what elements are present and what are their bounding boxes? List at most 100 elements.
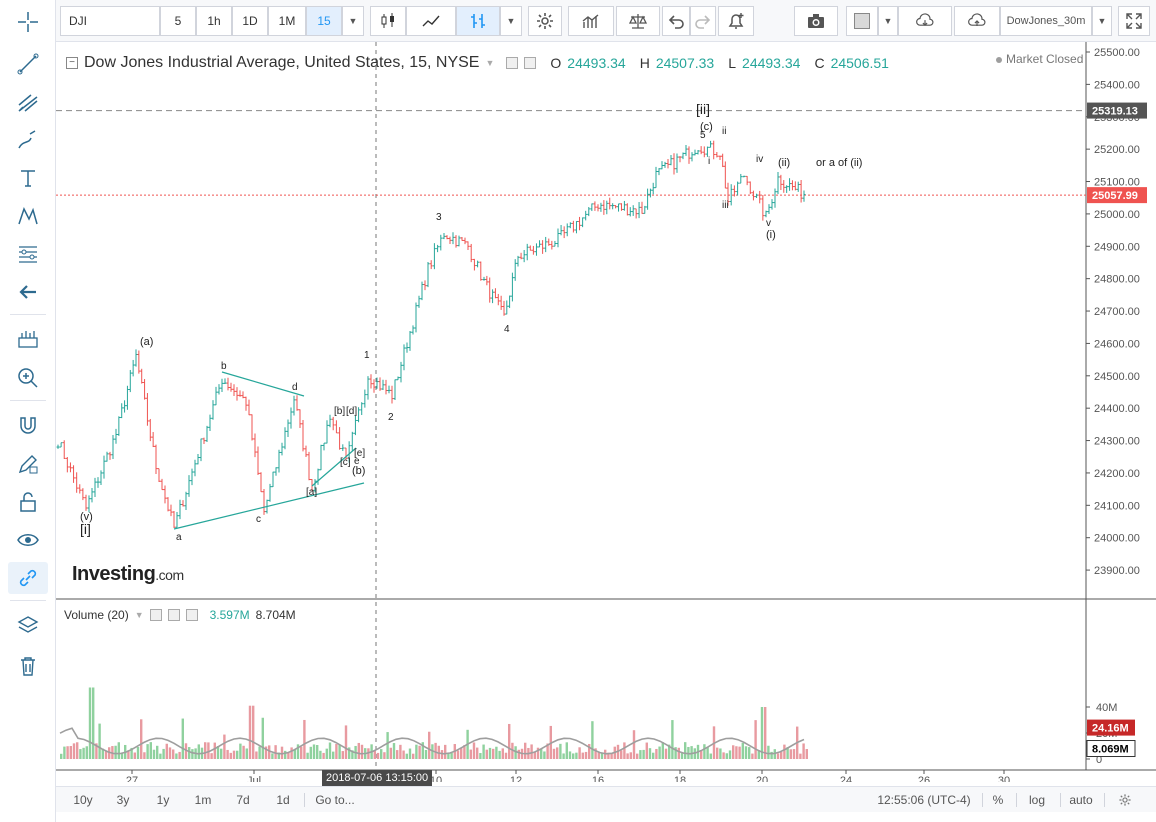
ohlc-bar [628, 207, 632, 217]
eye-toggle-icon[interactable] [149, 609, 162, 621]
redo-button[interactable] [690, 6, 716, 36]
lock-drawing-tool[interactable] [8, 448, 48, 480]
wave-label: [i] [80, 521, 91, 537]
range-1y-button[interactable]: 1y [156, 793, 170, 807]
volume-bar [421, 742, 424, 759]
pitchfork-tool[interactable] [8, 86, 48, 118]
link-tool[interactable] [8, 562, 48, 594]
unlock-tool[interactable] [8, 486, 48, 518]
settings-small-icon[interactable] [524, 57, 537, 69]
percent-scale-button[interactable]: % [992, 793, 1004, 807]
volume-ma-tag: 8.069M [1086, 740, 1136, 758]
volume-bar [728, 750, 732, 759]
volume-bar [562, 753, 565, 759]
range-1m-button[interactable]: 1m [194, 793, 212, 807]
ohlc-bar [502, 300, 506, 316]
zoom-tool[interactable] [8, 362, 48, 394]
area-style-button[interactable] [406, 6, 456, 36]
fib-tool[interactable] [8, 238, 48, 270]
ohlc-bar [87, 495, 91, 513]
undo-button[interactable] [662, 6, 690, 36]
measure-tool[interactable] [8, 324, 48, 356]
layout-dropdown[interactable]: ▼ [1092, 6, 1112, 36]
close-small-icon[interactable] [185, 609, 198, 621]
interval-1m[interactable]: 1M [268, 6, 306, 36]
chart-area[interactable]: 25500.0025400.0025300.0025200.0025100.00… [56, 42, 1156, 786]
volume-bar [511, 742, 514, 759]
ohlc-bar [357, 407, 361, 423]
chart-settings-button[interactable] [1114, 791, 1136, 809]
date-tick-label: 20 [756, 775, 768, 782]
interval-5[interactable]: 5 [160, 6, 196, 36]
range-7d-button[interactable]: 7d [236, 793, 250, 807]
volume-bar [674, 747, 677, 759]
color-dropdown[interactable]: ▼ [878, 6, 898, 36]
interval-15[interactable]: 15 [306, 6, 342, 36]
indicators-button[interactable] [568, 6, 614, 36]
ohlc-bar [262, 488, 266, 515]
visibility-tool[interactable] [8, 524, 48, 556]
chevron-down-icon[interactable]: ▼ [134, 610, 144, 620]
volume-last-tag-text: 24.16M [1092, 723, 1129, 735]
log-scale-button[interactable]: log [1028, 793, 1045, 807]
zoom-in-icon [18, 368, 38, 388]
ohlc-bar [169, 504, 173, 517]
style-dropdown[interactable]: ▼ [500, 6, 522, 36]
save-layout-button[interactable] [954, 6, 1000, 36]
chart-canvas[interactable]: 25500.0025400.0025300.0025200.0025100.00… [56, 42, 1156, 782]
compare-button[interactable] [616, 6, 660, 36]
remove-drawings-tool[interactable] [8, 650, 48, 682]
ohlc-bar [742, 175, 746, 178]
settings-small-icon[interactable] [167, 609, 180, 621]
volume-bar [220, 748, 223, 759]
fullscreen-button[interactable] [1118, 6, 1150, 36]
back-tool[interactable] [8, 276, 48, 308]
volume-bar [168, 747, 172, 759]
color-picker-button[interactable] [846, 6, 878, 36]
ohlc-bar [214, 386, 218, 406]
crosshair-tool[interactable] [8, 6, 48, 38]
interval-dropdown[interactable]: ▼ [342, 6, 364, 36]
alert-button[interactable] [718, 6, 754, 36]
timezone-label[interactable]: 12:55:06 (UTC-4) [877, 793, 971, 807]
interval-1h[interactable]: 1h [196, 6, 232, 36]
volume-bar [188, 747, 191, 759]
ohlc-bar [672, 153, 676, 175]
magnet-tool[interactable] [8, 410, 48, 442]
wave-label: (ii) [778, 157, 790, 169]
range-1d-button[interactable]: 1d [276, 793, 290, 807]
ohlc-bar [675, 153, 679, 173]
goto-date-button[interactable]: Go to... [315, 793, 355, 807]
ohlc-bar [160, 478, 164, 491]
ohlc-bar [178, 499, 182, 520]
ohlc-bar [508, 295, 512, 309]
eye-toggle-icon[interactable] [506, 57, 519, 69]
ohlc-bar [108, 451, 112, 460]
candles-style-button[interactable] [370, 6, 406, 36]
interval-1d[interactable]: 1D [232, 6, 268, 36]
range-3y-button[interactable]: 3y [116, 793, 130, 807]
volume-bar [661, 742, 664, 759]
plot-background [56, 42, 1086, 782]
pattern-tool[interactable] [8, 200, 48, 232]
collapse-icon[interactable]: − [66, 57, 78, 69]
chevron-down-icon[interactable]: ▼ [485, 58, 495, 68]
settings-button[interactable] [528, 6, 562, 36]
volume-bar [338, 744, 341, 759]
auto-scale-button[interactable]: auto [1069, 793, 1093, 807]
layout-name-button[interactable]: DowJones_30m [1000, 6, 1092, 36]
ohlc-bar [289, 407, 293, 429]
load-layout-button[interactable] [898, 6, 952, 36]
snapshot-button[interactable] [794, 6, 838, 36]
volume-bar [485, 749, 488, 759]
bars-style-button[interactable] [456, 6, 500, 36]
ohlc-bar [690, 152, 694, 162]
range-10y-button[interactable]: 10y [73, 793, 93, 807]
symbol-search[interactable]: DJI [60, 6, 160, 36]
trendline-tool[interactable] [8, 48, 48, 80]
text-tool[interactable] [8, 162, 48, 194]
volume-bar [498, 750, 501, 759]
layers-tool[interactable] [8, 610, 48, 642]
brush-tool[interactable] [8, 124, 48, 156]
fullscreen-icon [1126, 13, 1142, 29]
